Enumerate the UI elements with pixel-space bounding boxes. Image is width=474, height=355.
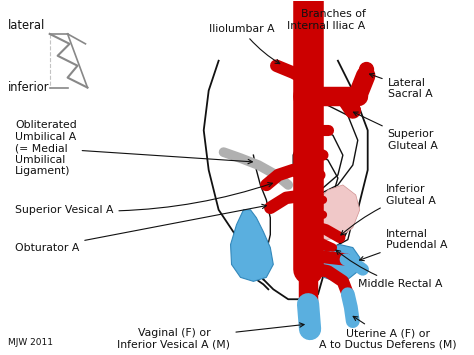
Text: Superior Vesical A: Superior Vesical A bbox=[15, 182, 273, 215]
Text: Obturator A: Obturator A bbox=[15, 204, 266, 252]
Text: Internal
Pudendal A: Internal Pudendal A bbox=[360, 229, 447, 261]
Text: Inferior
Gluteal A: Inferior Gluteal A bbox=[341, 184, 436, 235]
Text: Branches of
Internal Iliac A: Branches of Internal Iliac A bbox=[287, 9, 366, 31]
Text: Iliolumbar A: Iliolumbar A bbox=[209, 24, 280, 64]
Text: Uterine A (F) or
A to Ductus Deferens (M): Uterine A (F) or A to Ductus Deferens (M… bbox=[319, 316, 456, 350]
Polygon shape bbox=[318, 245, 360, 282]
Text: inferior: inferior bbox=[8, 81, 49, 94]
Text: MJW 2011: MJW 2011 bbox=[8, 338, 53, 347]
Text: Obliterated
Umbilical A
(= Medial
Umbilical
Ligament): Obliterated Umbilical A (= Medial Umbili… bbox=[15, 120, 252, 176]
Text: Vaginal (F) or
Inferior Vesical A (M): Vaginal (F) or Inferior Vesical A (M) bbox=[118, 323, 304, 350]
Text: Middle Rectal A: Middle Rectal A bbox=[336, 250, 442, 289]
Text: Superior
Gluteal A: Superior Gluteal A bbox=[354, 112, 438, 151]
Polygon shape bbox=[308, 185, 360, 240]
Text: lateral: lateral bbox=[8, 19, 45, 32]
Polygon shape bbox=[230, 210, 273, 282]
Text: Lateral
Sacral A: Lateral Sacral A bbox=[370, 73, 432, 99]
